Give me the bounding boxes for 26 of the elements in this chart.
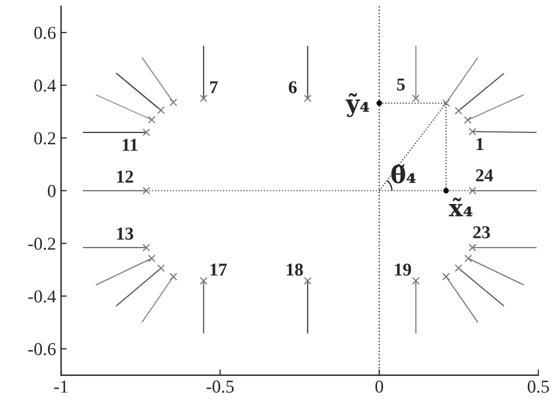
- annotation: 23: [473, 226, 490, 238]
- annotation: 19: [395, 264, 412, 276]
- annotation: 12: [117, 170, 134, 183]
- annotation: 7: [210, 81, 218, 94]
- annotation: 24: [476, 169, 493, 182]
- annotation: 5: [397, 78, 405, 91]
- y-tick-label: 0.6: [34, 26, 56, 40]
- annotation: ỹ₄: [346, 93, 370, 118]
- annotation: 18: [286, 264, 303, 276]
- annotation: 6: [288, 81, 297, 94]
- annotation: 11: [122, 138, 138, 151]
- y-tick-label: -0.6: [28, 343, 56, 356]
- y-tick-label: 0.4: [34, 79, 56, 92]
- annotation: x̃₄: [448, 198, 472, 216]
- y-tick-label: -0.4: [28, 290, 56, 303]
- y-tick-label: 0: [48, 184, 56, 198]
- annotation: 17: [210, 264, 227, 276]
- annotation: 1: [476, 138, 484, 150]
- x-tick-label: -0.5: [206, 380, 234, 393]
- x-tick-label: 0: [375, 380, 384, 393]
- annotation: 13: [117, 228, 134, 240]
- x-tick-label: -1: [54, 380, 68, 393]
- annotation: θ̃₄: [391, 164, 416, 184]
- y-tick-label: 0.2: [34, 132, 56, 144]
- x-tick-label: 0.5: [528, 380, 549, 393]
- y-tick-label: -0.2: [28, 238, 56, 250]
